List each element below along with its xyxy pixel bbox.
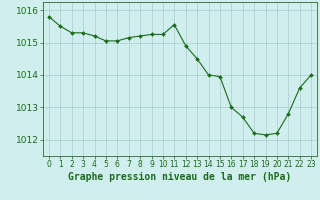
X-axis label: Graphe pression niveau de la mer (hPa): Graphe pression niveau de la mer (hPa) [68,172,292,182]
